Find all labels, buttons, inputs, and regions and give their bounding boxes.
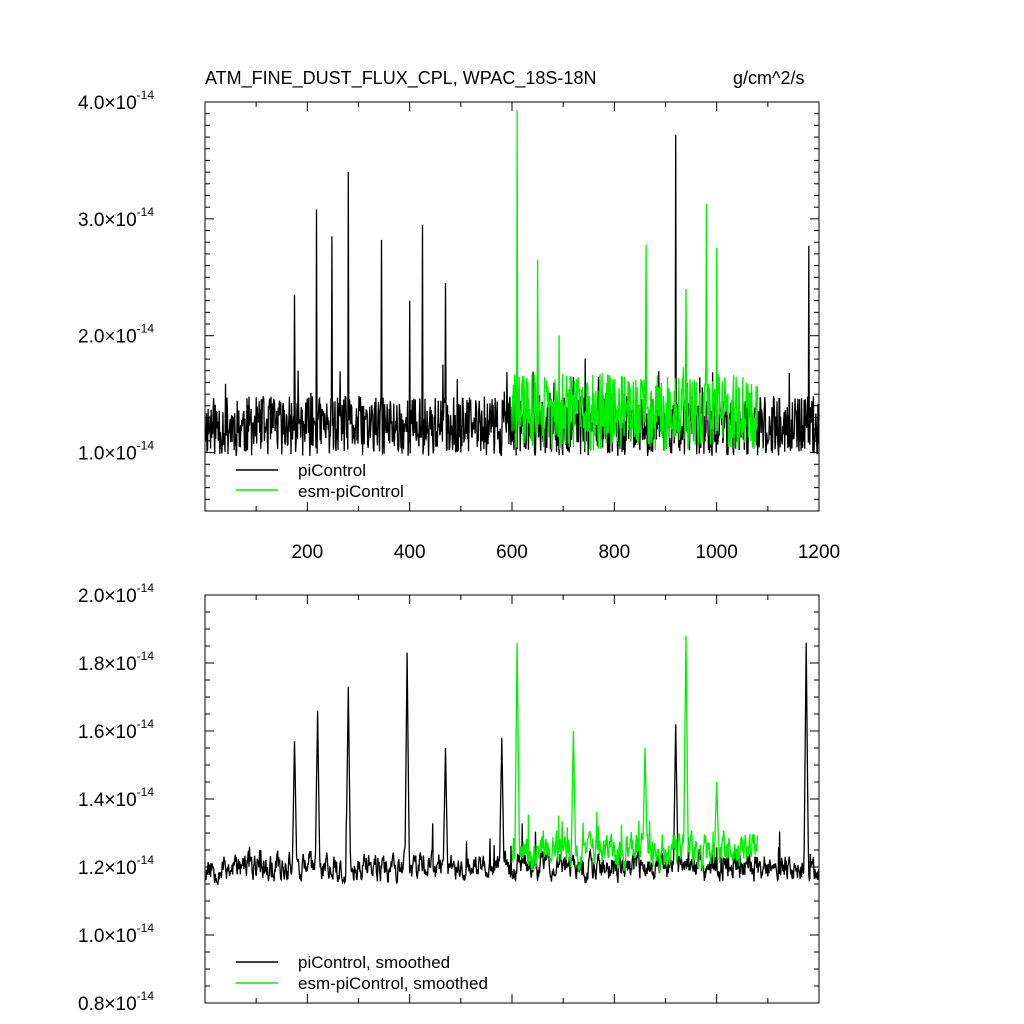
top-legend: piControl esm-piControl: [236, 461, 404, 501]
top-y-tick-labels: 1.0×10-14 2.0×10-14 3.0×10-14 4.0×10-14: [78, 88, 154, 465]
y-tick-label: 2.0×10-14: [78, 581, 154, 607]
y-tick-label: 1.0×10-14: [78, 921, 154, 947]
bottom-tick-marks: [205, 594, 820, 1004]
bottom-legend: piControl, smoothed esm-piControl, smoot…: [236, 953, 488, 993]
y-tick-label: 1.4×10-14: [78, 785, 154, 811]
x-tick-label: 1000: [696, 542, 738, 563]
x-tick-label: 800: [598, 542, 630, 563]
y-tick-label: 1.8×10-14: [78, 649, 154, 675]
y-tick-label: 0.8×10-14: [78, 989, 154, 1015]
x-tick-label: 1200: [798, 542, 840, 563]
x-tick-label: 200: [291, 542, 323, 563]
x-tick-label: 600: [496, 542, 528, 563]
series-line-esm-picontrol: [511, 110, 759, 451]
y-tick-label: 2.0×10-14: [78, 322, 154, 348]
units-label: g/cm^2/s: [733, 68, 804, 88]
y-tick-label: 1.6×10-14: [78, 717, 154, 743]
top-x-tick-labels: 200 400 600 800 1000 1200: [291, 542, 840, 563]
legend-label-picontrol: piControl: [298, 461, 366, 480]
x-tick-label: 400: [394, 542, 426, 563]
legend-label-esm-picontrol-smoothed: esm-piControl, smoothed: [298, 974, 488, 993]
series-line-esm-picontrol-smoothed: [511, 635, 759, 873]
top-series-group: [204, 110, 820, 457]
y-tick-label: 1.2×10-14: [78, 853, 154, 879]
bottom-plot-frame: [204, 594, 820, 1004]
chart-title: ATM_FINE_DUST_FLUX_CPL, WPAC_18S-18N: [205, 68, 596, 89]
top-panel: 1.0×10-14 2.0×10-14 3.0×10-14 4.0×10-14 200…: [78, 88, 840, 563]
series-line-picontrol-smoothed: [204, 642, 820, 885]
bottom-panel: 0.8×10-14 1.0×10-14 1.2×10-14 1.4×10-14 1.6×…: [78, 581, 820, 1015]
y-tick-label: 4.0×10-14: [78, 88, 154, 114]
bottom-y-tick-labels: 0.8×10-14 1.0×10-14 1.2×10-14 1.4×10-14 1.6×…: [78, 581, 154, 1015]
y-tick-label: 3.0×10-14: [78, 205, 154, 231]
y-tick-label: 1.0×10-14: [78, 439, 154, 465]
legend-label-picontrol-smoothed: piControl, smoothed: [298, 953, 450, 972]
legend-label-esm-picontrol: esm-piControl: [298, 482, 404, 501]
bottom-series-group: [204, 635, 820, 885]
